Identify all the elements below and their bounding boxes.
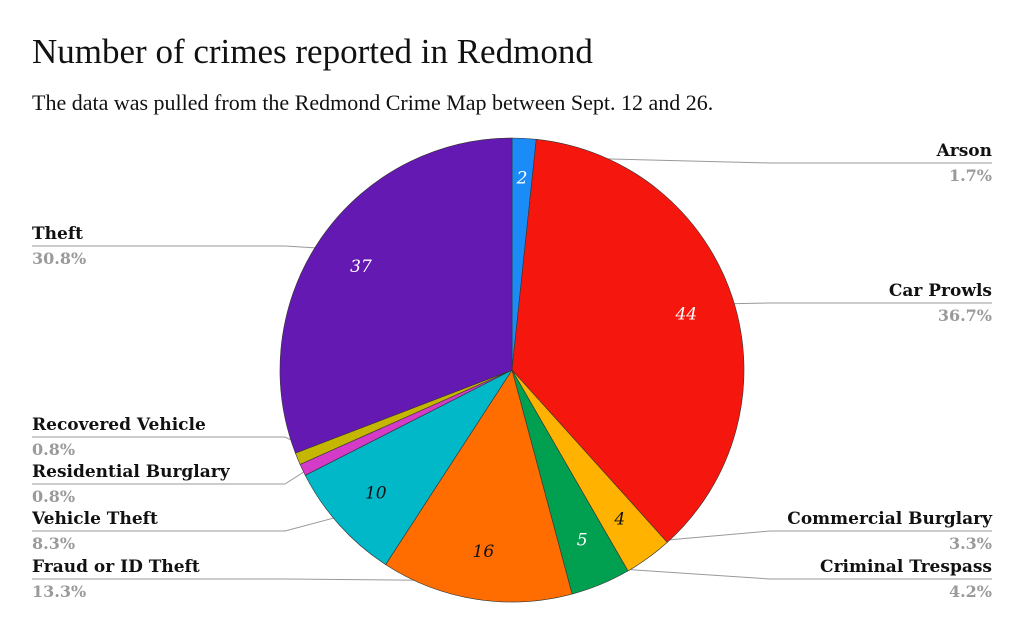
pie-slice-car-prowls [511, 138, 745, 543]
slice-category-label: Car Prowls [889, 281, 992, 301]
slice-category-label: Theft [32, 224, 83, 244]
chart-title: Number of crimes reported in Redmond [32, 32, 593, 71]
pie-slice-vehicle-theft [304, 369, 513, 565]
slice-category-label: Vehicle Theft [31, 509, 158, 529]
slice-value-label: 16 [473, 542, 495, 562]
slice-percent-label: 13.3% [32, 582, 86, 601]
slice-value-label: 2 [516, 169, 528, 189]
slice-percent-label: 0.8% [32, 440, 75, 459]
slice-category-label: Residential Burglary [32, 462, 231, 482]
leader-line [714, 302, 992, 305]
slice-percent-label: 30.8% [32, 249, 86, 268]
slice-percent-label: 1.7% [949, 166, 992, 185]
slice-percent-label: 8.3% [32, 534, 75, 553]
slice-percent-label: 36.7% [938, 306, 992, 325]
slice-percent-label: 0.8% [32, 487, 75, 506]
chart-subtitle: The data was pulled from the Redmond Cri… [32, 90, 714, 115]
leader-line [32, 512, 354, 532]
slice-category-label: Commercial Burglary [787, 509, 993, 529]
slice-value-label: 10 [365, 484, 387, 504]
slice-category-label: Recovered Vehicle [32, 415, 206, 435]
slice-value-label: 4 [613, 509, 625, 529]
slice-value-label: 44 [674, 304, 697, 324]
slice-value-label: 37 [350, 257, 372, 277]
slice-category-label: Fraud or ID Theft [32, 557, 200, 577]
pie-slice-theft [279, 137, 513, 454]
slice-category-label: Arson [936, 141, 992, 161]
slice-category-label: Criminal Trespass [820, 557, 992, 577]
leader-line [593, 566, 992, 580]
leader-line [637, 530, 992, 544]
slice-percent-label: 4.2% [949, 582, 992, 601]
slice-value-label: 5 [577, 530, 588, 550]
pie-slice-fraud-or-id-theft [385, 369, 573, 603]
slice-percent-label: 3.3% [949, 534, 992, 553]
